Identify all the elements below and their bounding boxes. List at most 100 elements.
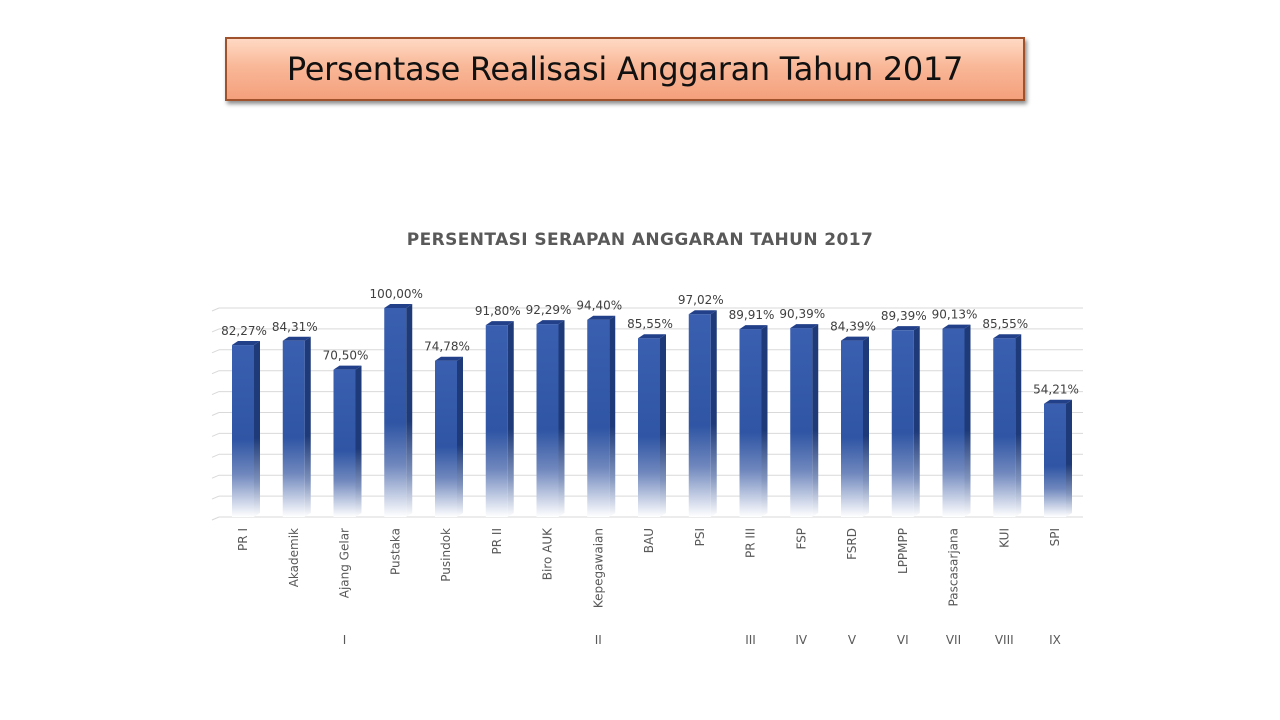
gridline-depth — [211, 474, 220, 479]
bar — [1044, 399, 1072, 517]
bar — [536, 320, 565, 517]
bar-side — [507, 321, 514, 517]
gridline-depth — [211, 432, 220, 437]
bar-side — [609, 315, 616, 517]
group-labels: I II III IV V VI VII VIII IX — [343, 633, 1061, 647]
bar-side — [761, 325, 768, 517]
bar-front — [891, 330, 914, 517]
data-label: 89,39% — [881, 309, 927, 323]
group-label: I — [343, 633, 347, 647]
bar-cap — [435, 356, 463, 361]
bar-front — [841, 340, 863, 517]
chart-title: PERSENTASI SERAPAN ANGGARAN TAHUN 2017 — [406, 230, 874, 250]
bar-front — [638, 338, 660, 517]
bar-front — [384, 308, 407, 517]
bar — [232, 341, 260, 517]
bar — [891, 326, 920, 517]
bar-side — [710, 310, 717, 517]
bar — [942, 324, 971, 517]
bar-side — [863, 336, 869, 517]
bar — [435, 356, 463, 517]
bar-cap — [739, 325, 768, 330]
bar-side — [812, 324, 819, 517]
gridline-depth — [211, 516, 220, 521]
category-label: Akademik — [287, 528, 301, 587]
data-label: 70,50% — [323, 349, 369, 363]
data-label: 85,55% — [982, 317, 1028, 331]
category-label: Pustaka — [388, 528, 402, 575]
group-label: VIII — [995, 633, 1014, 647]
bar — [841, 336, 869, 517]
category-label: Biro AUK — [541, 527, 555, 580]
bar-front — [587, 319, 610, 517]
bar-front — [739, 329, 762, 517]
bar-front — [485, 325, 508, 517]
data-label: 97,02% — [678, 293, 724, 307]
group-label: IX — [1049, 633, 1061, 647]
bar-front — [282, 340, 305, 517]
data-labels: 82,27% 84,31% 70,50% 100,00% 74,78% 91,80% 92,… — [221, 287, 1079, 397]
category-label: SPI — [1048, 528, 1062, 546]
bar-side — [355, 365, 362, 517]
bar-cap — [790, 324, 819, 329]
category-label: KUI — [997, 528, 1011, 548]
group-label: V — [848, 633, 857, 647]
bars — [232, 304, 1072, 517]
bar-cap — [891, 326, 920, 331]
gridline-depth — [211, 391, 220, 396]
bar — [993, 334, 1022, 517]
data-label: 89,91% — [729, 308, 775, 322]
bar-cap — [282, 336, 311, 341]
category-labels: PR I Akademik Ajang Gelar Pustaka Pusindok PR… — [236, 527, 1062, 608]
bar — [790, 324, 819, 517]
category-label: Pascasarjana — [947, 528, 961, 606]
data-label: 85,55% — [627, 317, 673, 331]
bar-side — [558, 320, 565, 517]
bar-side — [457, 356, 463, 517]
bar-cap — [841, 336, 869, 341]
bar — [333, 365, 362, 517]
bar-side — [1015, 334, 1022, 517]
bar-side — [1066, 399, 1072, 517]
data-label: 94,40% — [576, 299, 622, 313]
category-label: LPPMPP — [896, 528, 910, 574]
category-label: FSP — [794, 528, 808, 550]
bar-cap — [384, 304, 413, 308]
bar — [282, 336, 311, 517]
data-label: 82,27% — [221, 324, 267, 338]
bar — [739, 325, 768, 517]
gridline-depth — [211, 495, 220, 500]
data-label: 91,80% — [475, 304, 521, 318]
bar-cap — [942, 324, 971, 329]
category-label: PR III — [744, 528, 758, 558]
bar-side — [913, 326, 920, 517]
slide-title: Persentase Realisasi Anggaran Tahun 2017 — [286, 50, 964, 88]
data-label: 90,39% — [779, 307, 825, 321]
bar-front — [993, 338, 1016, 517]
gridline-depth — [211, 349, 220, 354]
category-label: FSRD — [845, 528, 859, 560]
bar-side — [406, 304, 413, 517]
bar — [485, 321, 514, 517]
bar-cap — [536, 320, 565, 325]
category-label: Pusindok — [439, 528, 453, 582]
bar-front — [942, 328, 965, 517]
gridline-depth — [211, 453, 220, 458]
category-label: BAU — [642, 528, 656, 553]
bar-front — [790, 328, 813, 517]
bar-cap — [688, 310, 717, 315]
bar — [384, 304, 413, 517]
category-label: Ajang Gelar — [338, 528, 352, 598]
bar-cap — [587, 315, 616, 320]
bar-cap — [638, 334, 666, 339]
group-label: IV — [795, 633, 808, 647]
bar-cap — [1044, 399, 1072, 404]
bar-front — [333, 369, 356, 517]
group-label: II — [595, 633, 602, 647]
bar-front — [435, 360, 457, 517]
data-label: 84,31% — [272, 320, 318, 334]
gridline-depth — [211, 412, 220, 416]
category-label: Kepegawaian — [591, 528, 605, 608]
data-label: 90,13% — [932, 308, 978, 322]
